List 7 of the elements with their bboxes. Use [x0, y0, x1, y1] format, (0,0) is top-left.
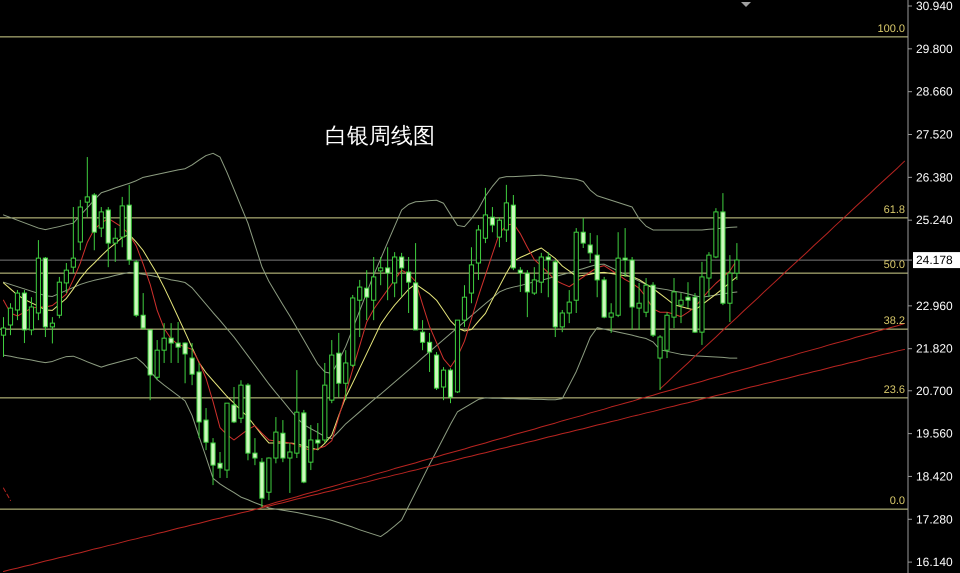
annotation: 23.6: [884, 384, 905, 396]
annotation: 100.0: [877, 22, 905, 35]
title: 白银周线图: [325, 124, 435, 149]
annotation: 61.8: [884, 204, 905, 216]
annotation: 38.2: [884, 315, 905, 328]
annotation: 0.0: [890, 495, 905, 508]
annotation: 50.0: [884, 259, 905, 272]
